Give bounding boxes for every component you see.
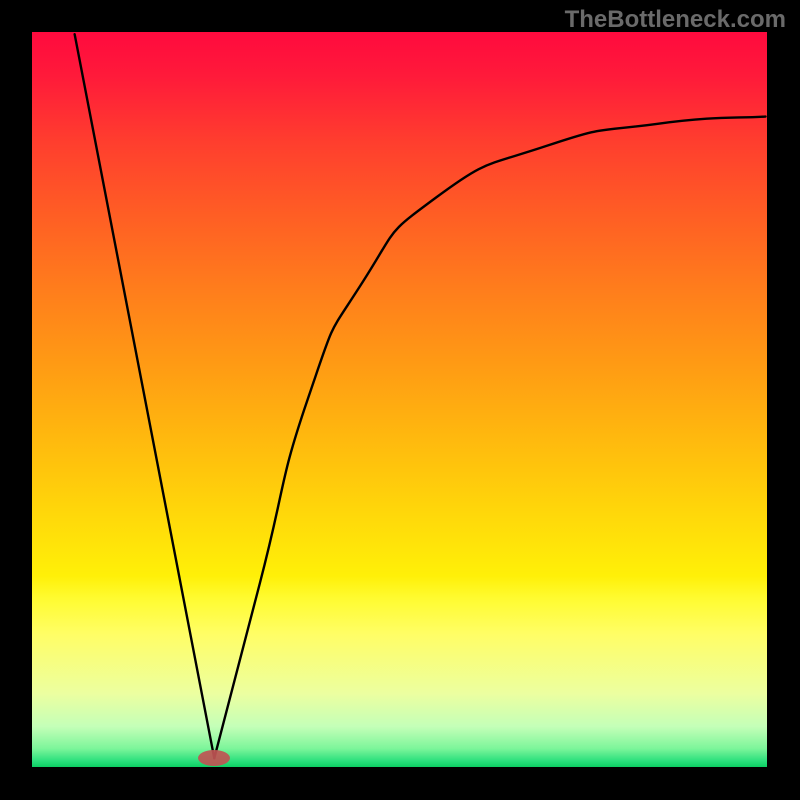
- bottleneck-curve: [32, 32, 767, 767]
- plot-area: [32, 32, 767, 767]
- min-point-marker: [198, 750, 230, 766]
- chart-container: TheBottleneck.com: [0, 0, 800, 800]
- watermark-text: TheBottleneck.com: [565, 6, 786, 34]
